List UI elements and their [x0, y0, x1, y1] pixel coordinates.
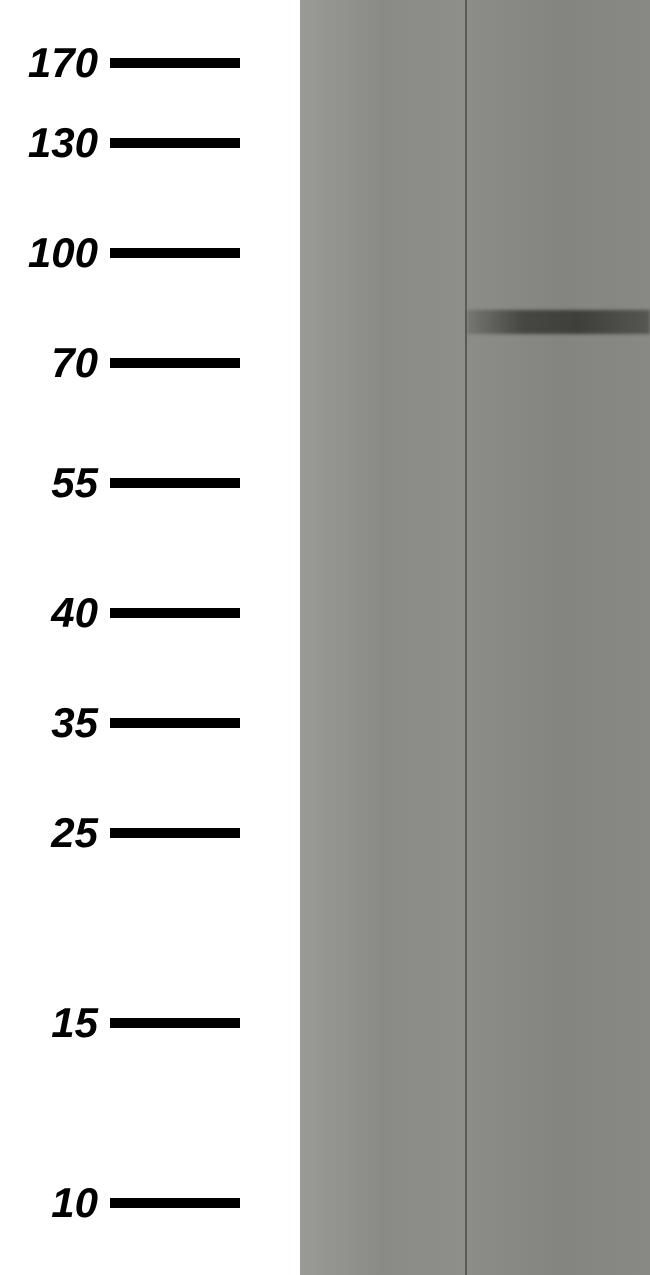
marker-tick-70: [110, 358, 240, 368]
marker-tick-130: [110, 138, 240, 148]
western-blot: 170 130 100 70 55 40 35 25 15 10: [0, 0, 650, 1275]
marker-row-130: 130: [0, 119, 300, 167]
lane-1-background: [300, 0, 465, 1275]
marker-label-70: 70: [0, 339, 110, 387]
marker-row-40: 40: [0, 589, 300, 637]
marker-tick-10: [110, 1198, 240, 1208]
marker-tick-35: [110, 718, 240, 728]
marker-label-25: 25: [0, 809, 110, 857]
marker-label-15: 15: [0, 999, 110, 1047]
marker-tick-170: [110, 58, 240, 68]
gel-lanes: [300, 0, 650, 1275]
lane-1-control: [300, 0, 465, 1275]
marker-row-15: 15: [0, 999, 300, 1047]
marker-row-70: 70: [0, 339, 300, 387]
marker-label-100: 100: [0, 229, 110, 277]
marker-label-55: 55: [0, 459, 110, 507]
marker-tick-55: [110, 478, 240, 488]
marker-tick-15: [110, 1018, 240, 1028]
band-lane2-0: [467, 310, 650, 334]
lane-2-background: [467, 0, 650, 1275]
marker-label-130: 130: [0, 119, 110, 167]
lane-2-sample: [467, 0, 650, 1275]
molecular-weight-ladder: 170 130 100 70 55 40 35 25 15 10: [0, 0, 300, 1275]
marker-row-10: 10: [0, 1179, 300, 1227]
marker-row-35: 35: [0, 699, 300, 747]
marker-row-100: 100: [0, 229, 300, 277]
marker-row-25: 25: [0, 809, 300, 857]
marker-label-35: 35: [0, 699, 110, 747]
marker-row-170: 170: [0, 39, 300, 87]
marker-row-55: 55: [0, 459, 300, 507]
marker-label-40: 40: [0, 589, 110, 637]
marker-label-170: 170: [0, 39, 110, 87]
marker-tick-40: [110, 608, 240, 618]
marker-tick-100: [110, 248, 240, 258]
marker-label-10: 10: [0, 1179, 110, 1227]
marker-tick-25: [110, 828, 240, 838]
